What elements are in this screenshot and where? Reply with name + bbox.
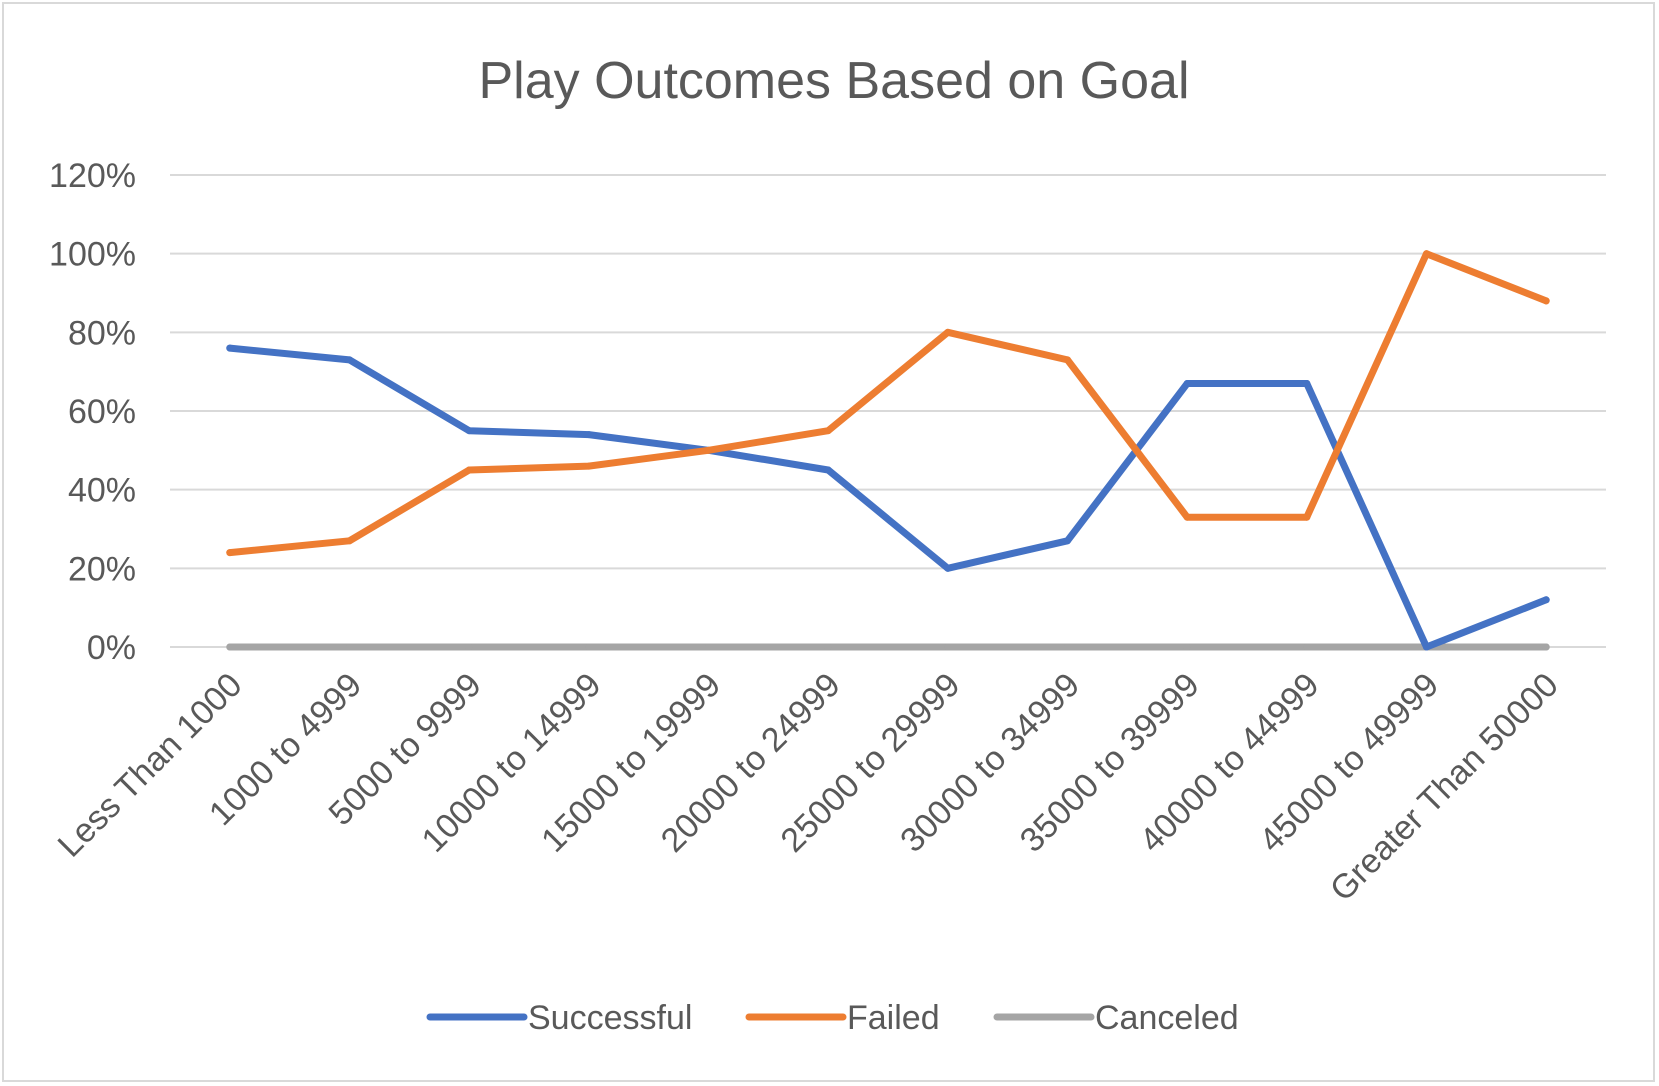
data-point-failed: [1183, 513, 1191, 521]
gridlines: [170, 174, 1606, 648]
series-line-successful: [226, 344, 1550, 651]
data-point-failed: [346, 537, 353, 545]
line-chart: Play Outcomes Based on Goal 0% 20% 40% 60% 8…: [49, 52, 1606, 1037]
data-point-canceled: [585, 643, 593, 651]
data-point-failed: [1542, 297, 1550, 305]
legend: Successful Failed Canceled: [426, 999, 1239, 1037]
data-point-canceled: [1064, 643, 1071, 651]
data-point-successful: [1423, 643, 1430, 651]
data-point-successful: [346, 356, 353, 364]
y-tick-label: 40%: [68, 472, 136, 510]
chart-title: Play Outcomes Based on Goal: [478, 52, 1189, 110]
data-point-successful: [585, 431, 593, 439]
x-tick-label: Less Than 1000: [51, 666, 250, 865]
data-point-successful: [1064, 537, 1071, 545]
data-point-canceled: [705, 643, 712, 651]
data-point-failed: [1423, 250, 1430, 258]
series-line-failed: [226, 250, 1550, 557]
y-tick-label: 80%: [68, 314, 136, 352]
data-point-failed: [585, 462, 593, 470]
data-point-failed: [944, 328, 952, 336]
data-point-failed: [226, 549, 234, 557]
data-point-successful: [226, 344, 234, 352]
data-point-failed: [1064, 356, 1071, 364]
data-point-canceled: [346, 643, 353, 651]
data-point-canceled: [1303, 643, 1311, 651]
legend-item-successful[interactable]: Successful: [426, 999, 692, 1037]
data-point-canceled: [226, 643, 234, 651]
x-tick-label: Greater Than 50000: [1323, 666, 1566, 909]
data-point-failed: [1303, 513, 1311, 521]
y-tick-label: 100%: [49, 236, 136, 274]
legend-label: Canceled: [1095, 999, 1239, 1037]
data-point-successful: [824, 466, 832, 474]
legend-label: Failed: [847, 999, 940, 1037]
y-tick-label: 20%: [68, 550, 136, 588]
y-tick-label: 0%: [87, 629, 136, 667]
y-tick-label: 60%: [68, 393, 136, 431]
legend-item-failed[interactable]: Failed: [745, 999, 940, 1037]
data-point-failed: [705, 446, 712, 454]
data-point-canceled: [824, 643, 832, 651]
data-point-failed: [824, 427, 832, 435]
data-point-canceled: [465, 643, 473, 651]
data-point-canceled: [1183, 643, 1191, 651]
data-point-successful: [944, 564, 952, 572]
data-point-successful: [1183, 379, 1191, 387]
data-point-successful: [1303, 379, 1311, 387]
legend-label: Successful: [528, 999, 692, 1037]
data-point-canceled: [944, 643, 952, 651]
data-point-successful: [465, 427, 473, 435]
y-tick-label: 120%: [49, 157, 136, 195]
legend-item-canceled[interactable]: Canceled: [993, 999, 1239, 1037]
y-axis-ticks: 0% 20% 40% 60% 80% 100% 120%: [49, 157, 136, 667]
data-point-failed: [465, 466, 473, 474]
data-point-successful: [1542, 596, 1550, 604]
data-point-canceled: [1542, 643, 1550, 651]
series-lines: [226, 250, 1550, 651]
